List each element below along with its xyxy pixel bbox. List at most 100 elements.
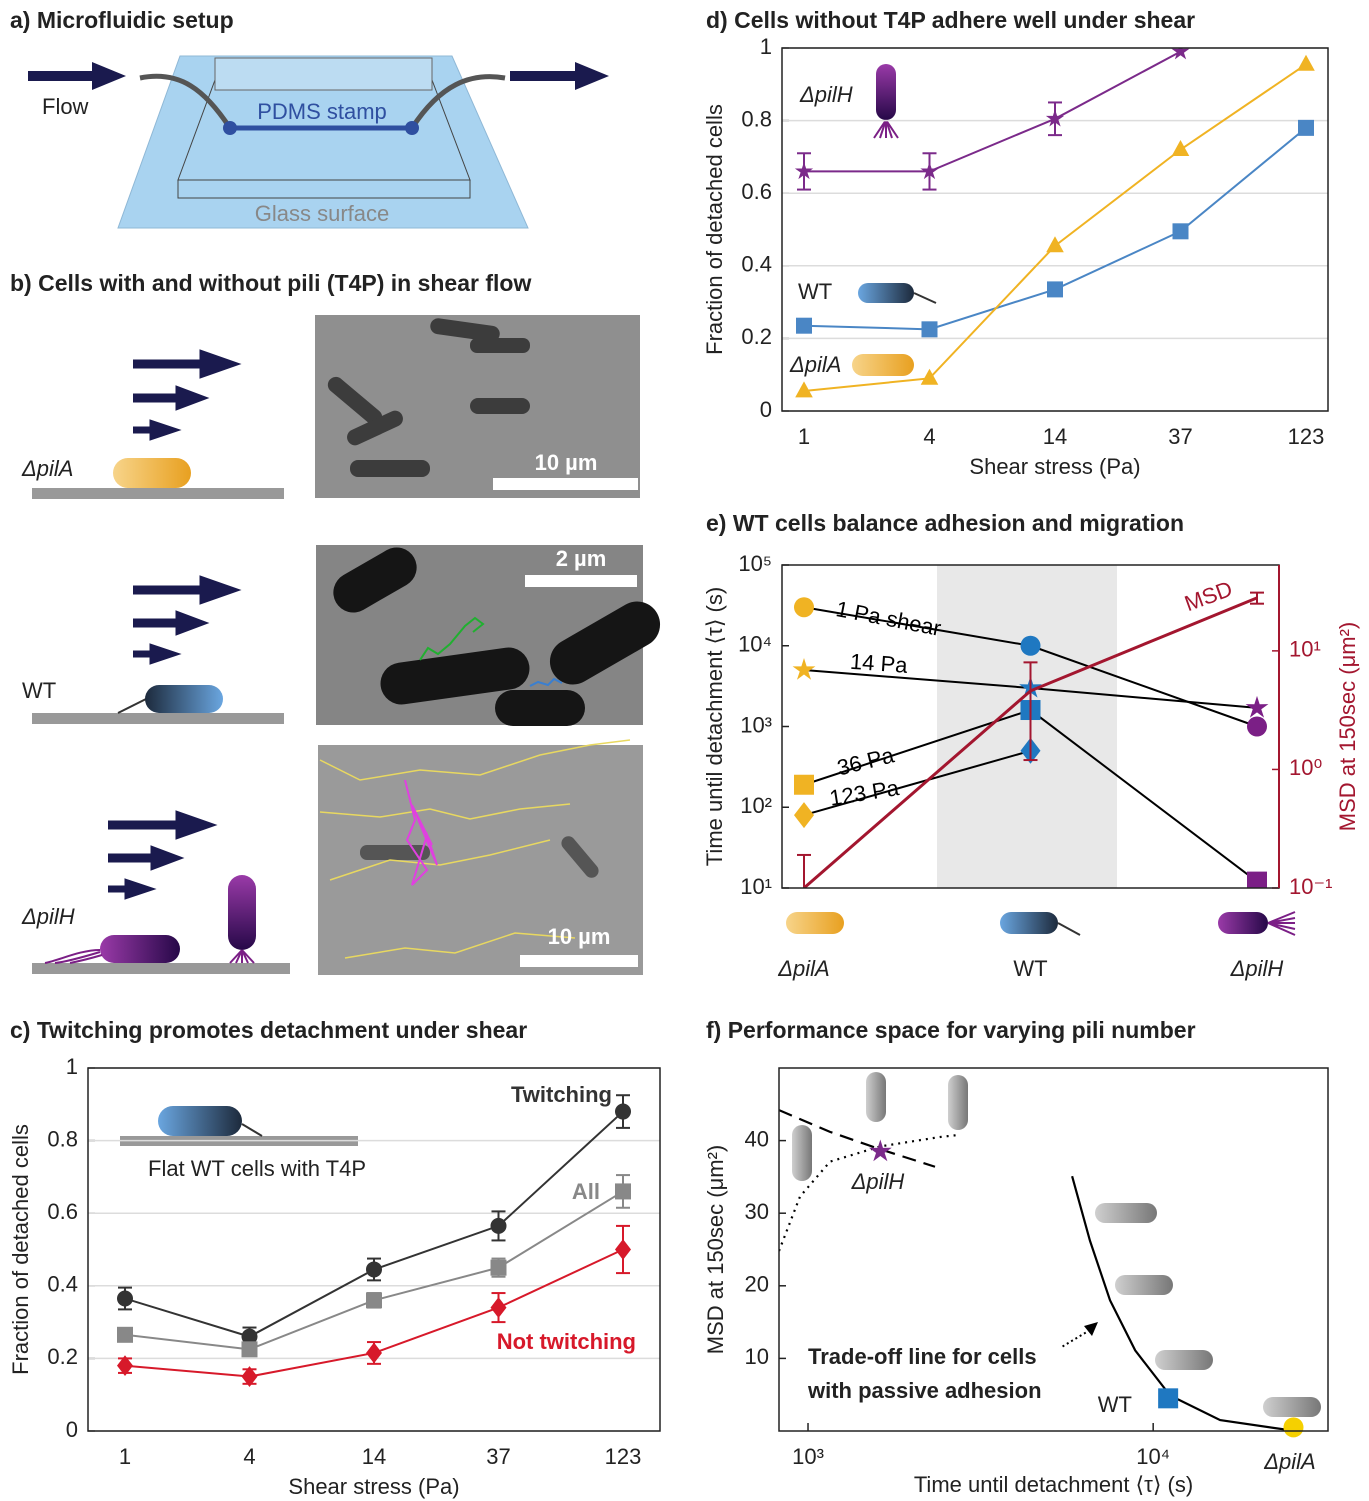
marker bbox=[1172, 140, 1190, 156]
point-label: WT bbox=[1098, 1392, 1132, 1417]
x-tick-label: ΔpilH bbox=[1230, 956, 1284, 981]
pili bbox=[230, 950, 254, 963]
plot-frame bbox=[779, 1068, 1328, 1431]
y-tick-label: 40 bbox=[745, 1126, 769, 1151]
marker bbox=[366, 1343, 382, 1364]
x-axis-title: Time until detachment ⟨τ⟩ (s) bbox=[914, 1472, 1193, 1497]
surface bbox=[32, 963, 290, 974]
marker bbox=[1247, 717, 1267, 737]
x-tick-label: 37 bbox=[1168, 424, 1192, 449]
cell bbox=[228, 875, 256, 950]
marker bbox=[1171, 42, 1189, 59]
series-label: 36 Pa bbox=[835, 742, 898, 780]
annotation: Trade-off line for cells bbox=[808, 1344, 1037, 1369]
x-tick-label: 1 bbox=[119, 1444, 131, 1469]
x-tick-label: 1 bbox=[798, 424, 810, 449]
x-tick-label: ΔpilA bbox=[777, 956, 829, 981]
y2-tick-label: 10⁻¹ bbox=[1289, 874, 1332, 899]
marker bbox=[793, 658, 816, 680]
y-tick-label: 0.4 bbox=[47, 1272, 78, 1297]
series-label: 1 Pa shear bbox=[834, 596, 943, 641]
marker bbox=[869, 1139, 892, 1161]
x-tick-label: 37 bbox=[486, 1444, 510, 1469]
series-label: ΔpilH bbox=[799, 82, 853, 107]
panel-a: a) Microfluidic setup Flow PDMS stamp Gl… bbox=[10, 7, 609, 228]
y-tick-label: 0.2 bbox=[47, 1344, 78, 1369]
marker bbox=[794, 597, 814, 617]
marker bbox=[117, 1327, 133, 1343]
x-tick-label: 4 bbox=[243, 1444, 255, 1469]
x-axis-title: Shear stress (Pa) bbox=[288, 1474, 459, 1499]
marker bbox=[117, 1291, 133, 1307]
point-label: ΔpilA bbox=[1263, 1449, 1315, 1474]
cell bbox=[145, 685, 223, 713]
series-label: 14 Pa bbox=[849, 649, 909, 678]
marker bbox=[1297, 55, 1315, 71]
strain-label: ΔpilH bbox=[21, 904, 75, 929]
marker bbox=[1158, 1388, 1178, 1408]
x-tick-label: 14 bbox=[362, 1444, 386, 1469]
panel-title: f) Performance space for varying pili nu… bbox=[706, 1017, 1196, 1043]
outlet bbox=[405, 121, 419, 135]
marker bbox=[366, 1261, 382, 1277]
marker bbox=[615, 1183, 631, 1199]
scale-label: 2 µm bbox=[556, 546, 607, 571]
y2-tick-label: 10¹ bbox=[1289, 637, 1321, 662]
x-tick-label: 123 bbox=[1288, 424, 1325, 449]
arrow-head bbox=[92, 62, 126, 90]
y-tick-label: 10⁵ bbox=[738, 551, 772, 576]
surface bbox=[32, 713, 284, 724]
panel-title: a) Microfluidic setup bbox=[10, 7, 234, 33]
annotation: with passive adhesion bbox=[807, 1378, 1042, 1403]
marker bbox=[366, 1292, 382, 1308]
y-tick-label: 0.8 bbox=[47, 1126, 78, 1151]
y-tick-label: 10³ bbox=[740, 712, 772, 737]
series-line bbox=[804, 52, 1181, 172]
x-tick-label: 10⁴ bbox=[1136, 1444, 1170, 1469]
y-tick-label: 0.8 bbox=[741, 106, 772, 131]
flow-arrows bbox=[108, 350, 240, 899]
shaded-region bbox=[937, 565, 1117, 888]
strain-label: ΔpilA bbox=[21, 456, 73, 481]
series-label: WT bbox=[798, 279, 832, 304]
panel-title: b) Cells with and without pili (T4P) in … bbox=[10, 270, 531, 296]
marker bbox=[796, 318, 812, 334]
y-tick-label: 0 bbox=[760, 397, 772, 422]
x-tick-label: 123 bbox=[605, 1444, 642, 1469]
scale-label: 10 µm bbox=[548, 924, 611, 949]
marker bbox=[794, 802, 814, 828]
arrow-head bbox=[575, 62, 609, 90]
y-tick-label: 0.2 bbox=[741, 324, 772, 349]
pdms-stamp bbox=[215, 58, 432, 90]
y-axis-title: Time until detachment ⟨τ⟩ (s) bbox=[702, 587, 727, 866]
y-tick-label: 10 bbox=[745, 1344, 769, 1369]
marker bbox=[1046, 236, 1064, 252]
y-tick-label: 10¹ bbox=[740, 874, 772, 899]
marker bbox=[491, 1260, 507, 1276]
marker bbox=[615, 1104, 631, 1120]
y-tick-label: 20 bbox=[745, 1272, 769, 1297]
panel-title: c) Twitching promotes detachment under s… bbox=[10, 1017, 527, 1043]
surface bbox=[32, 488, 284, 499]
series-label: Twitching bbox=[511, 1082, 612, 1107]
scale-label: 10 µm bbox=[535, 450, 598, 475]
y2-axis-title: MSD at 150sec (μm²) bbox=[1335, 622, 1360, 832]
page: a) Microfluidic setup Flow PDMS stamp Gl… bbox=[0, 0, 1369, 1501]
marker bbox=[1021, 636, 1041, 656]
figure: a) Microfluidic setup Flow PDMS stamp Gl… bbox=[0, 0, 1369, 1501]
x-axis-title: Shear stress (Pa) bbox=[969, 454, 1140, 479]
panel-title: e) WT cells balance adhesion and migrati… bbox=[706, 510, 1184, 536]
y-tick-label: 10⁴ bbox=[738, 632, 772, 657]
y-axis-title: MSD at 150sec (μm²) bbox=[703, 1145, 728, 1355]
marker bbox=[1298, 120, 1314, 136]
x-tick-label: WT bbox=[1013, 956, 1047, 981]
marker bbox=[794, 775, 814, 795]
annotation: Flat WT cells with T4P bbox=[148, 1156, 366, 1181]
y-tick-label: 1 bbox=[760, 34, 772, 59]
inlet bbox=[223, 121, 237, 135]
strain-label: WT bbox=[22, 678, 56, 703]
x-tick-label: 10³ bbox=[792, 1444, 824, 1469]
marker bbox=[491, 1297, 507, 1318]
y-tick-label: 30 bbox=[745, 1199, 769, 1224]
pili bbox=[45, 950, 102, 963]
